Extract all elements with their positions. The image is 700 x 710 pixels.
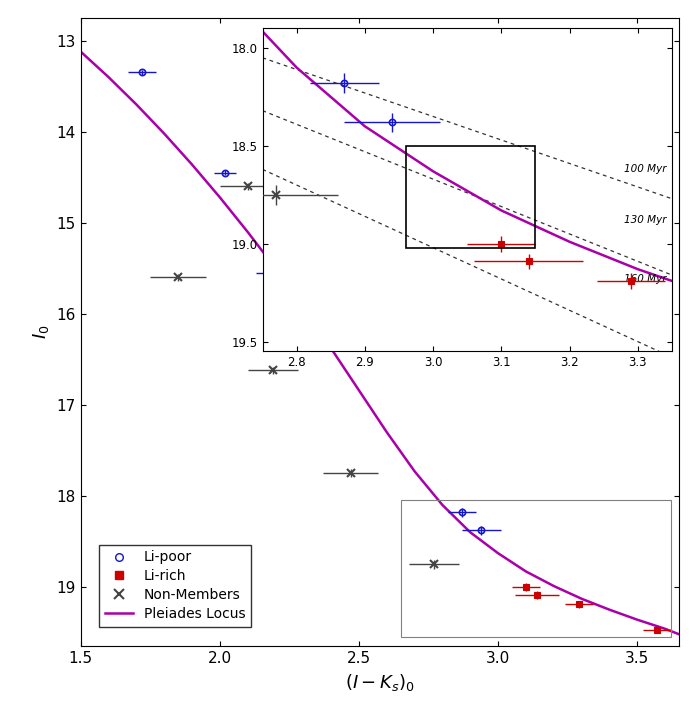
Text: 160 Myr: 160 Myr	[624, 274, 666, 284]
Bar	[406, 146, 536, 248]
Text: 100 Myr: 100 Myr	[624, 165, 666, 175]
Legend: Li-poor, Li-rich, Non-Members, Pleiades Locus: Li-poor, Li-rich, Non-Members, Pleiades …	[99, 545, 251, 627]
Bar	[400, 501, 671, 637]
X-axis label: $(I-K_s)_0$: $(I-K_s)_0$	[345, 672, 414, 692]
Text: 130 Myr: 130 Myr	[624, 215, 666, 225]
Y-axis label: $I_0$: $I_0$	[31, 324, 50, 339]
